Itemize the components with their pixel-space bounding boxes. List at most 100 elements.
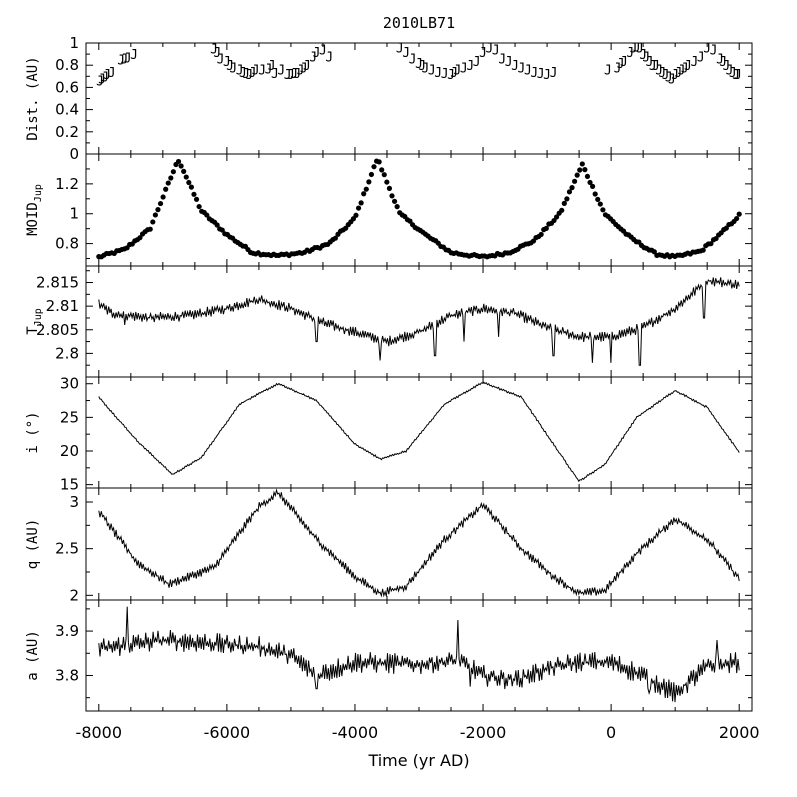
dist-glyph-J: J xyxy=(245,68,253,83)
dist-glyph-J: J xyxy=(229,61,237,76)
panel-dist-ytick-label: 0.8 xyxy=(55,56,79,74)
panel-tjup-plot xyxy=(98,277,740,366)
dist-glyph-J: J xyxy=(630,41,638,56)
moid-point xyxy=(147,226,153,232)
series-line-tjup xyxy=(98,277,740,366)
dist-glyph-J: J xyxy=(242,67,250,82)
moid-point xyxy=(137,235,143,241)
dist-glyph-J: J xyxy=(293,67,301,82)
dist-glyph-J: J xyxy=(121,53,129,68)
moid-point xyxy=(175,158,182,165)
panel-moid-ylabel: MOIDJup xyxy=(25,184,44,236)
panel-incl-plot xyxy=(98,381,740,483)
moid-point xyxy=(553,214,560,220)
panel-a: 3.8 3.9 a (AU) xyxy=(25,599,753,712)
dist-glyph-J: J xyxy=(697,50,705,65)
moid-point xyxy=(386,185,393,191)
panel-tjup: 2.8 2.805 2.81 2.815 TJup xyxy=(25,265,753,378)
moid-point xyxy=(651,249,657,255)
panel-tjup-ylabel-sub: Jup xyxy=(33,308,44,326)
moid-point xyxy=(170,169,176,175)
dist-glyph-J: J xyxy=(486,41,494,56)
panel-a-plot xyxy=(98,606,740,703)
series-line-q xyxy=(98,488,740,598)
moid-point xyxy=(155,207,161,213)
dist-glyph-J: J xyxy=(703,41,711,56)
dist-glyph-J: J xyxy=(684,59,692,74)
panel-q: 2 2.5 3 q (AU) xyxy=(25,487,753,604)
panel-frame-q xyxy=(85,487,753,601)
dist-glyph-J: J xyxy=(524,64,532,79)
dist-glyph-J: J xyxy=(662,68,670,83)
dist-glyph-J: J xyxy=(421,61,429,76)
dist-glyph-J: J xyxy=(543,68,551,83)
x-tick-label: -4000 xyxy=(332,723,379,742)
panel-dist-ytick-label: 0 xyxy=(69,145,79,163)
panel-q-ytick-label: 3 xyxy=(69,493,79,511)
dist-glyph-J: J xyxy=(719,55,727,70)
dist-glyph-J: J xyxy=(236,64,244,79)
dist-glyph-J: J xyxy=(729,66,737,81)
x-tick-label: -2000 xyxy=(460,723,507,742)
moid-point xyxy=(332,235,339,241)
panel-q-ylabel: q (AU) xyxy=(25,519,41,570)
dist-glyph-J: J xyxy=(303,59,311,74)
dist-glyph-J: J xyxy=(223,55,231,70)
dist-glyph-J: J xyxy=(290,67,298,82)
moid-point xyxy=(379,167,385,173)
moid-point xyxy=(584,173,591,180)
dist-glyph-J: J xyxy=(537,67,545,82)
dist-glyph-J: J xyxy=(674,66,682,81)
dist-glyph-J: J xyxy=(325,50,333,65)
moid-point xyxy=(355,205,362,211)
moid-point xyxy=(577,167,583,173)
moid-point xyxy=(358,200,364,206)
dist-glyph-J: J xyxy=(655,64,663,79)
panel-moid-ytick-label: 1 xyxy=(69,205,79,223)
dist-glyph-J: J xyxy=(287,68,295,83)
panel-moid-ytick-label: 1.2 xyxy=(55,175,79,193)
moid-point xyxy=(582,167,588,173)
dist-glyph-J: J xyxy=(252,64,260,79)
dist-glyph-J: J xyxy=(217,53,225,68)
dist-glyph-J: J xyxy=(626,46,634,61)
moid-point xyxy=(186,179,192,186)
moid-point xyxy=(363,186,369,192)
moid-point xyxy=(219,227,225,233)
dist-glyph-J: J xyxy=(415,57,423,72)
dist-glyph-J: J xyxy=(210,43,218,58)
dist-glyph-J: J xyxy=(636,41,644,56)
dist-glyph-J: J xyxy=(213,46,221,61)
dist-glyph-J: J xyxy=(300,61,308,76)
moid-point xyxy=(160,194,166,200)
panel-moid: 0.8 1 1.2 MOIDJup xyxy=(25,153,753,267)
panel-frame-a xyxy=(85,599,753,712)
dist-glyph-J: J xyxy=(466,59,474,74)
dist-glyph-J: J xyxy=(614,61,622,76)
moid-point xyxy=(165,180,171,186)
dist-glyph-J: J xyxy=(441,67,449,82)
moid-point xyxy=(561,200,567,206)
dist-glyph-J: J xyxy=(473,55,481,70)
panel-a-ytick-label: 3.9 xyxy=(55,622,79,640)
dist-glyph-J: J xyxy=(258,64,266,79)
dist-glyph-J: J xyxy=(710,44,718,59)
moid-point xyxy=(368,171,375,178)
dist-glyph-J: J xyxy=(604,64,612,79)
dist-glyph-J: J xyxy=(505,55,513,70)
dist-glyph-J: J xyxy=(124,51,132,66)
moid-point xyxy=(191,191,197,197)
panel-incl-ytick-label: 20 xyxy=(60,442,79,460)
dist-glyph-J: J xyxy=(396,41,404,56)
moid-point xyxy=(204,212,210,218)
moid-point xyxy=(734,215,740,222)
panel-a-ylabel: a (AU) xyxy=(25,630,41,681)
dist-glyph-J: J xyxy=(658,66,666,81)
dist-glyph-J: J xyxy=(722,59,730,74)
dist-glyph-J: J xyxy=(309,50,317,65)
moid-point xyxy=(152,212,158,218)
moid-point xyxy=(371,164,377,170)
dist-glyph-J: J xyxy=(620,55,628,70)
